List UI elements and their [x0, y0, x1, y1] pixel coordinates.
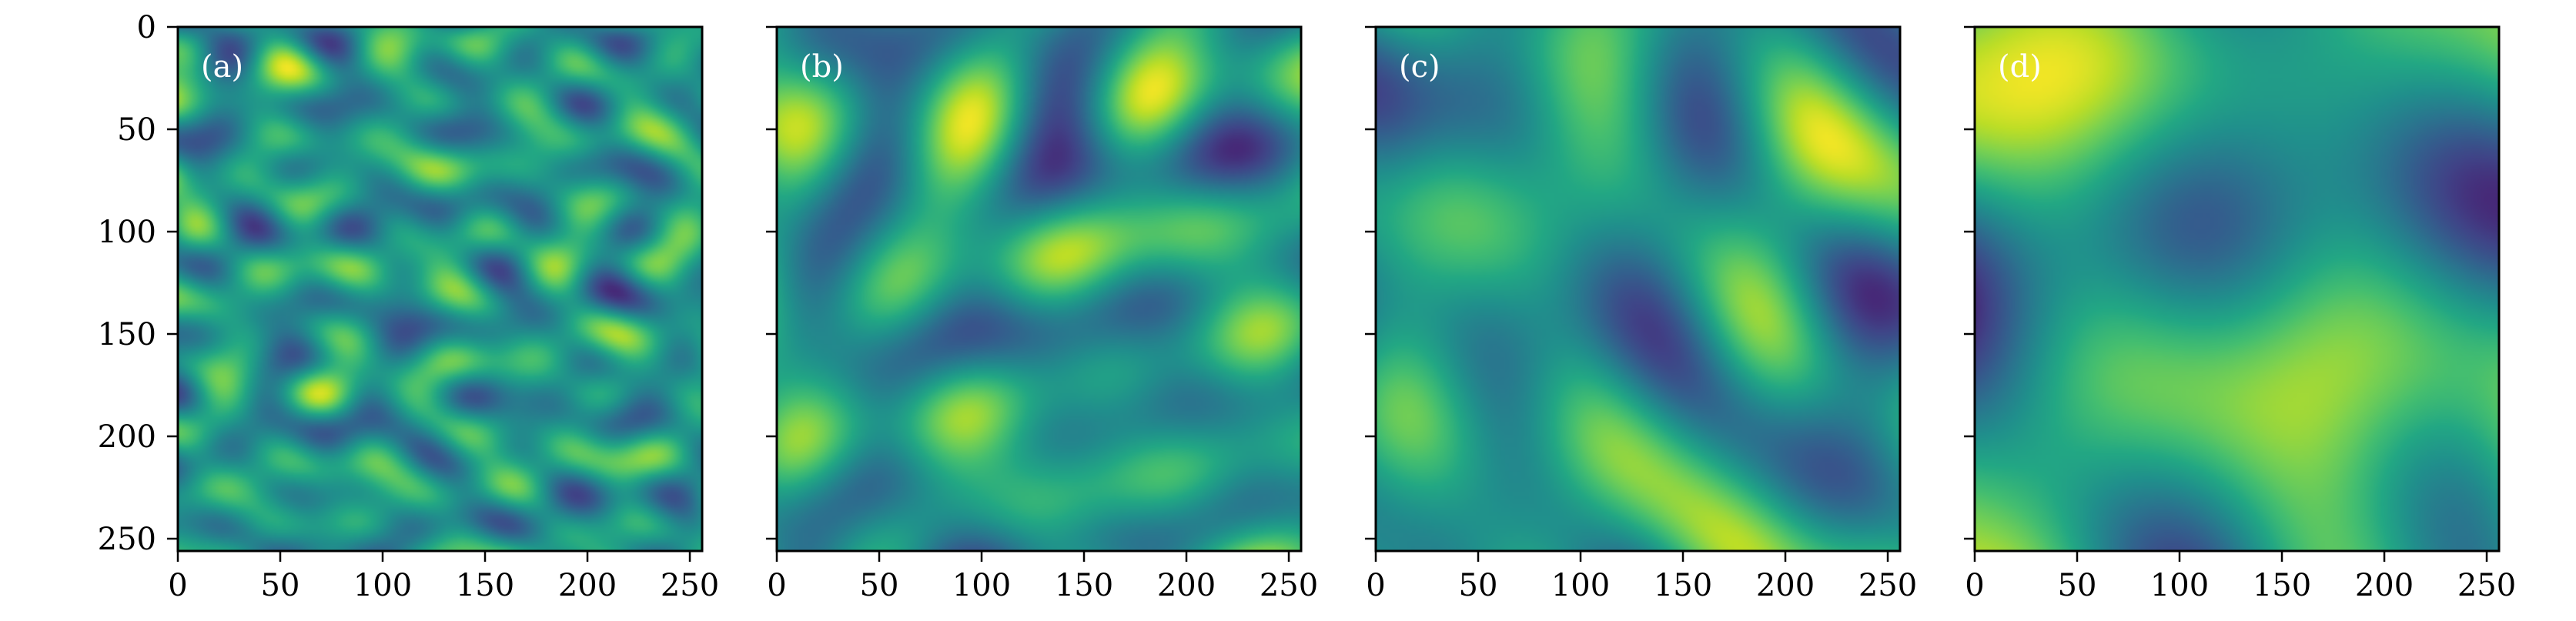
x-tick-label: 100 [1551, 568, 1610, 603]
heatmap-image [1376, 27, 1900, 551]
y-tick-label: 200 [98, 419, 156, 455]
x-tick-label: 0 [168, 568, 187, 603]
y-tick-label: 50 [117, 112, 156, 148]
x-tick-label: 0 [1366, 568, 1385, 603]
heatmap-image [777, 27, 1301, 551]
y-tick-label: 100 [98, 215, 156, 250]
heatmap-image [178, 27, 702, 551]
x-tick-label: 200 [558, 568, 617, 603]
x-tick-label: 150 [456, 568, 514, 603]
panel-label: (b) [800, 49, 844, 85]
x-tick-label: 250 [1260, 568, 1318, 603]
heatmap-panel: (d) 0 50 100 150 200 250 [1964, 25, 2516, 603]
heatmap-image [1975, 27, 2499, 551]
x-tick-label: 100 [952, 568, 1011, 603]
x-tick-label: 100 [353, 568, 412, 603]
x-tick-label: 100 [2150, 568, 2209, 603]
x-tick-label: 150 [1055, 568, 1113, 603]
x-tick-label: 150 [1654, 568, 1712, 603]
x-tick-label: 200 [2355, 568, 2414, 603]
x-tick-label: 50 [2058, 568, 2097, 603]
panel-label: (a) [201, 49, 243, 85]
x-tick-label: 200 [1157, 568, 1216, 603]
axes-frame [176, 25, 704, 553]
x-tick-label: 150 [2253, 568, 2311, 603]
x-tick-label: 250 [1858, 568, 1917, 603]
heatmap-panel: (b) 0 50 100 150 200 250 [766, 25, 1318, 603]
axes-frame [1374, 25, 1902, 553]
x-tick-label: 250 [2457, 568, 2516, 603]
x-tick-label: 250 [661, 568, 719, 603]
axes-frame [775, 25, 1303, 553]
x-tick-label: 50 [1459, 568, 1498, 603]
heatmap-panel: (a) 0 50 100 150 200 250 0 50 100 150 200 250 [98, 10, 720, 603]
x-tick-label: 0 [767, 568, 786, 603]
panel-label: (c) [1399, 49, 1440, 85]
x-tick-label: 200 [1756, 568, 1815, 603]
x-tick-label: 50 [860, 568, 899, 603]
y-tick-label: 150 [98, 317, 156, 352]
x-tick-label: 50 [261, 568, 300, 603]
y-tick-label: 0 [137, 10, 156, 45]
panel-label: (d) [1998, 49, 2042, 85]
x-tick-label: 0 [1965, 568, 1984, 603]
heatmap-panel: (c) 0 50 100 150 200 250 [1365, 25, 1917, 603]
axes-frame [1973, 25, 2501, 553]
y-tick-label: 250 [98, 522, 156, 557]
